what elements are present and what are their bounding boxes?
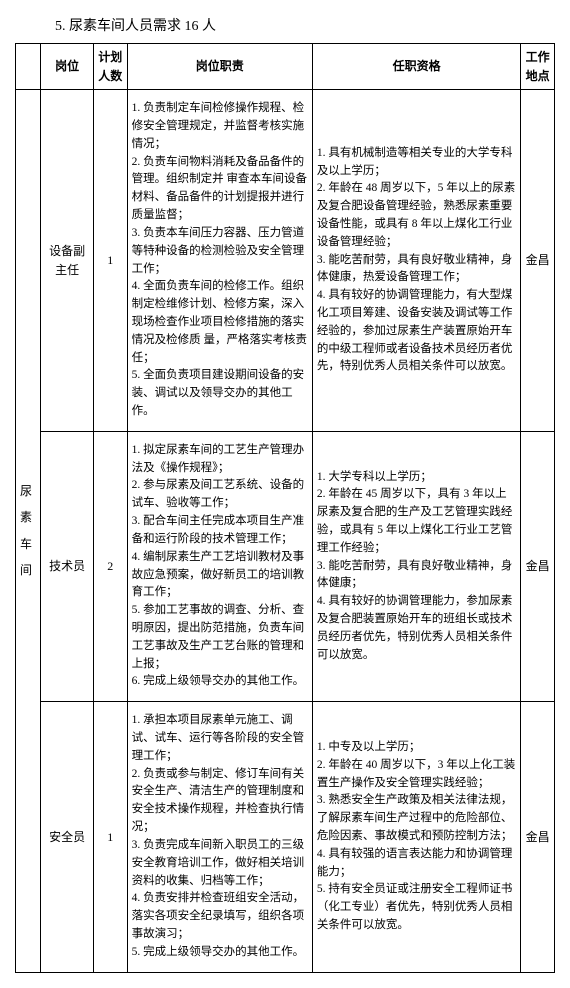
list-line: 1. 具有机械制造等相关专业的大学专科及以上学历； [317, 145, 516, 181]
list-line: 4. 具有较好的协调管理能力，有大型煤化工项目筹建、设备安装及调试等工作经验的，… [317, 287, 516, 376]
list-line: 4. 具有较好的协调管理能力，参加尿素及复合肥装置原始开车的班组长或技术员经历者… [317, 593, 516, 664]
header-dept [16, 44, 41, 90]
list-line: 4. 全面负责车间的检修工作。组织制定检维修计划、检修方案，深入现场检查作业项目… [132, 278, 308, 367]
list-line: 1. 承担本项目尿素单元施工、调试、试车、运行等各阶段的安全管理工作； [132, 712, 308, 765]
position-cell: 技术员 [41, 431, 94, 701]
list-line: 1. 负责制定车间检修操作规程、检修安全管理规定，并监督考核实施情况； [132, 100, 308, 153]
header-duty: 岗位职责 [127, 44, 312, 90]
list-line: 3. 熟悉安全生产政策及相关法律法规，了解尿素车间生产过程中的危险部位、危险因素… [317, 792, 516, 845]
section-heading: 5. 尿素车间人员需求 16 人 [55, 15, 560, 35]
number-cell: 1 [93, 90, 127, 432]
duty-cell: 1. 拟定尿素车间的工艺生产管理办法及《操作规程》；2. 参与尿素及间工艺系统、… [127, 431, 312, 701]
list-line: 3. 负责完成车间新入职员工的三级安全教育培训工作，做好相关培训资料的收集、归档… [132, 837, 308, 890]
header-number: 计划人数 [93, 44, 127, 90]
list-line: 5. 完成上级领导交办的其他工作。 [132, 944, 308, 962]
staffing-table: 岗位 计划人数 岗位职责 任职资格 工作地点 尿素车间 设备副主任 1 1. 负… [15, 43, 555, 973]
list-line: 5. 全面负责项目建设期间设备的安装、调试以及领导交办的其他工作。 [132, 367, 308, 420]
position-cell: 安全员 [41, 702, 94, 972]
list-line: 3. 能吃苦耐劳，具有良好敬业精神，身体健康； [317, 558, 516, 594]
duty-cell: 1. 承担本项目尿素单元施工、调试、试车、运行等各阶段的安全管理工作；2. 负责… [127, 702, 312, 972]
table-row: 技术员 2 1. 拟定尿素车间的工艺生产管理办法及《操作规程》；2. 参与尿素及… [16, 431, 555, 701]
table-row: 安全员 1 1. 承担本项目尿素单元施工、调试、试车、运行等各阶段的安全管理工作… [16, 702, 555, 972]
list-line: 5. 参加工艺事故的调查、分析、查明原因，提出防范措施，负责车间工艺事故及生产工… [132, 602, 308, 673]
table-row: 尿素车间 设备副主任 1 1. 负责制定车间检修操作规程、检修安全管理规定，并监… [16, 90, 555, 432]
qualification-cell: 1. 大学专科以上学历；2. 年龄在 45 周岁以下，具有 3 年以上尿素及复合… [312, 431, 520, 701]
list-line: 1. 拟定尿素车间的工艺生产管理办法及《操作规程》； [132, 442, 308, 478]
list-line: 1. 大学专科以上学历； [317, 469, 516, 487]
table-header-row: 岗位 计划人数 岗位职责 任职资格 工作地点 [16, 44, 555, 90]
header-position: 岗位 [41, 44, 94, 90]
qualification-cell: 1. 具有机械制造等相关专业的大学专科及以上学历；2. 年龄在 48 周岁以下，… [312, 90, 520, 432]
header-qualification: 任职资格 [312, 44, 520, 90]
number-cell: 1 [93, 702, 127, 972]
list-line: 2. 负责车间物料消耗及备品备件的管理。组织制定并 审查本车间设备材料、备品备件… [132, 154, 308, 225]
list-line: 5. 持有安全员证或注册安全工程师证书（化工专业）者优先，特别优秀人员相关条件可… [317, 881, 516, 934]
header-location: 工作地点 [521, 44, 555, 90]
list-line: 3. 负责本车间压力容器、压力管道等特种设备的检测检验及安全管理工作； [132, 225, 308, 278]
list-line: 1. 中专及以上学历； [317, 739, 516, 757]
list-line: 2. 年龄在 45 周岁以下，具有 3 年以上尿素及复合肥的生产及工艺管理实践经… [317, 486, 516, 557]
location-cell: 金昌 [521, 431, 555, 701]
qualification-cell: 1. 中专及以上学历；2. 年龄在 40 周岁以下，3 年以上化工装置生产操作及… [312, 702, 520, 972]
list-line: 2. 年龄在 48 周岁以下，5 年以上的尿素及复合肥设备管理经验，熟悉尿素重要… [317, 180, 516, 251]
list-line: 3. 能吃苦耐劳，具有良好敬业精神，身体健康，热爱设备管理工作； [317, 252, 516, 288]
list-line: 2. 参与尿素及间工艺系统、设备的试车、验收等工作； [132, 477, 308, 513]
position-cell: 设备副主任 [41, 90, 94, 432]
list-line: 4. 负责安排并检查班组安全活动，落实各项安全纪录填写，组织各项事故演习； [132, 890, 308, 943]
list-line: 4. 具有较强的语言表达能力和协调管理能力； [317, 846, 516, 882]
list-line: 2. 负责或参与制定、修订车间有关安全生产、清洁生产的管理制度和安全技术操作规程… [132, 766, 308, 837]
location-cell: 金昌 [521, 702, 555, 972]
location-cell: 金昌 [521, 90, 555, 432]
list-line: 3. 配合车间主任完成本项目生产准备和运行阶段的技术管理工作； [132, 513, 308, 549]
list-line: 2. 年龄在 40 周岁以下，3 年以上化工装置生产操作及安全管理实践经验； [317, 757, 516, 793]
duty-cell: 1. 负责制定车间检修操作规程、检修安全管理规定，并监督考核实施情况；2. 负责… [127, 90, 312, 432]
list-line: 6. 完成上级领导交办的其他工作。 [132, 673, 308, 691]
list-line: 4. 编制尿素生产工艺培训教材及事故应急预案，做好新员工的培训教育工作； [132, 549, 308, 602]
dept-cell: 尿素车间 [16, 90, 41, 972]
number-cell: 2 [93, 431, 127, 701]
